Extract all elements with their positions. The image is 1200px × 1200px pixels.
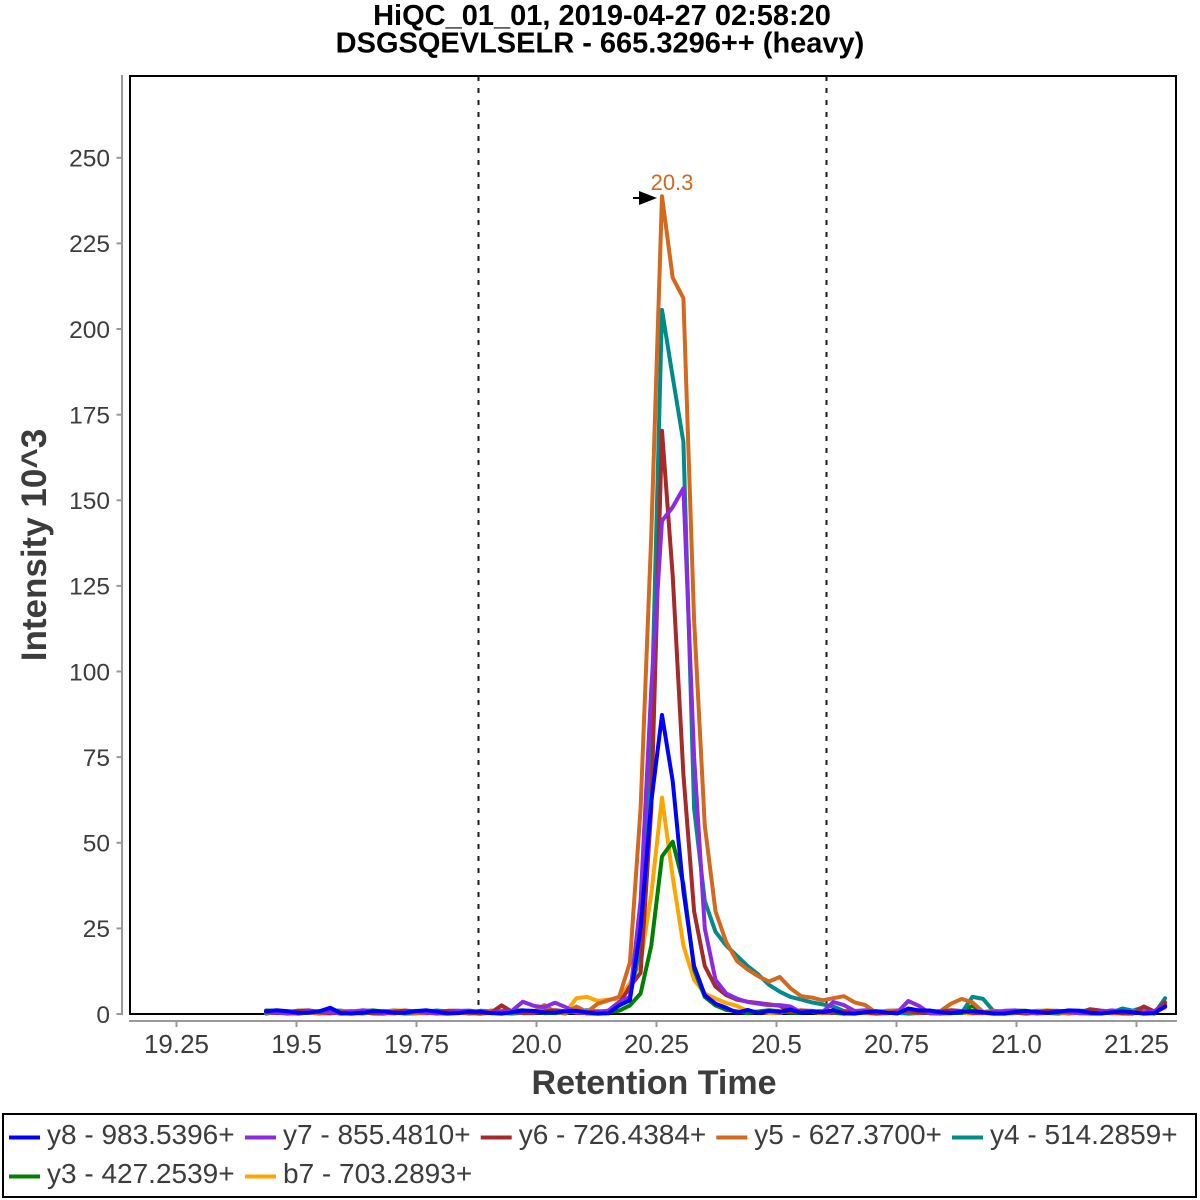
- svg-text:20.75: 20.75: [864, 1029, 929, 1059]
- svg-text:75: 75: [83, 745, 110, 772]
- svg-text:y5 - 627.3700+: y5 - 627.3700+: [754, 1119, 942, 1150]
- svg-text:225: 225: [69, 231, 110, 258]
- svg-text:21.25: 21.25: [1104, 1029, 1169, 1059]
- svg-text:y3 - 427.2539+: y3 - 427.2539+: [47, 1158, 235, 1189]
- svg-text:150: 150: [69, 488, 110, 515]
- svg-text:DSGSQEVLSELR - 665.3296++ (hea: DSGSQEVLSELR - 665.3296++ (heavy): [336, 27, 865, 59]
- svg-text:y7 - 855.4810+: y7 - 855.4810+: [283, 1119, 471, 1150]
- svg-text:y6 - 726.4384+: y6 - 726.4384+: [519, 1119, 707, 1150]
- svg-text:19.75: 19.75: [384, 1029, 449, 1059]
- svg-text:19.25: 19.25: [144, 1029, 209, 1059]
- svg-text:125: 125: [69, 574, 110, 601]
- svg-text:100: 100: [69, 659, 110, 686]
- svg-text:HiQC_01_01, 2019-04-27 02:58:2: HiQC_01_01, 2019-04-27 02:58:20: [373, 0, 831, 32]
- svg-text:175: 175: [69, 403, 110, 430]
- svg-text:200: 200: [69, 317, 110, 344]
- svg-text:y8 - 983.5396+: y8 - 983.5396+: [47, 1119, 235, 1150]
- svg-text:250: 250: [69, 146, 110, 173]
- svg-text:50: 50: [83, 831, 110, 858]
- svg-text:Intensity 10^3: Intensity 10^3: [15, 429, 54, 661]
- svg-text:20.0: 20.0: [511, 1029, 562, 1059]
- svg-text:Retention Time: Retention Time: [532, 1064, 777, 1102]
- svg-text:25: 25: [83, 916, 110, 943]
- svg-text:21.0: 21.0: [991, 1029, 1042, 1059]
- svg-text:b7 - 703.2893+: b7 - 703.2893+: [283, 1158, 472, 1189]
- svg-text:20.5: 20.5: [751, 1029, 802, 1059]
- svg-text:y4 - 514.2859+: y4 - 514.2859+: [990, 1119, 1178, 1150]
- svg-text:19.5: 19.5: [271, 1029, 322, 1059]
- svg-text:20.3: 20.3: [651, 170, 694, 195]
- svg-text:0: 0: [96, 1002, 110, 1029]
- svg-text:20.25: 20.25: [624, 1029, 689, 1059]
